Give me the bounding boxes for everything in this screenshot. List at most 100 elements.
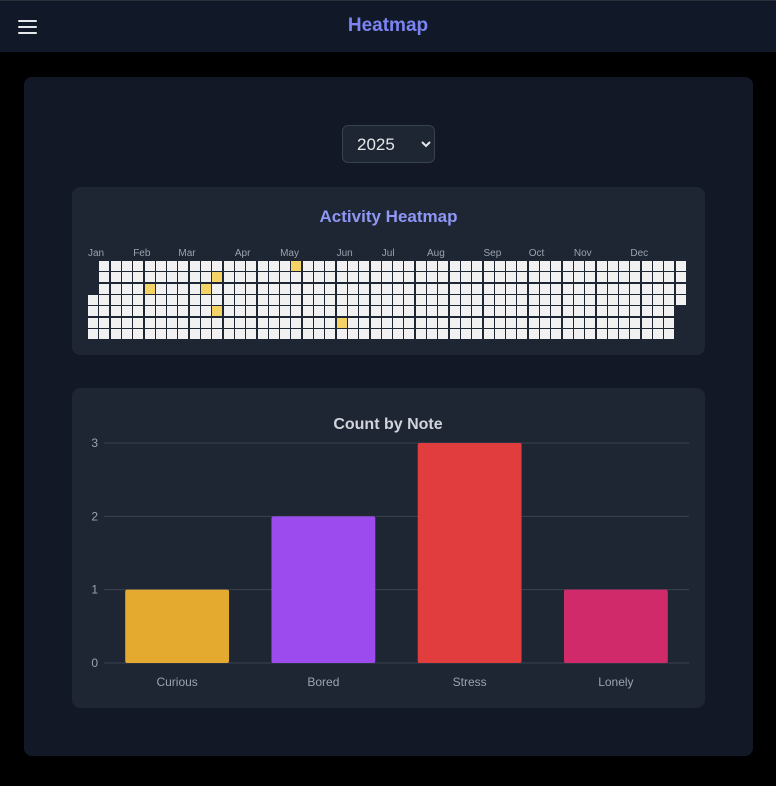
heatmap-cell[interactable] — [189, 272, 200, 283]
heatmap-cell[interactable] — [427, 294, 437, 305]
heatmap-cell[interactable] — [212, 294, 223, 305]
heatmap-cell[interactable] — [528, 283, 539, 294]
heatmap-cell[interactable] — [619, 306, 630, 317]
heatmap-cell[interactable] — [201, 294, 211, 305]
heatmap-cell[interactable] — [517, 328, 528, 339]
heatmap-cell[interactable] — [404, 294, 415, 305]
heatmap-cell[interactable] — [223, 306, 234, 317]
heatmap-cell[interactable] — [189, 294, 200, 305]
heatmap-cell[interactable] — [596, 261, 607, 271]
heatmap-cell[interactable] — [483, 306, 494, 317]
heatmap-cell[interactable] — [257, 317, 268, 328]
heatmap-cell[interactable] — [427, 328, 437, 339]
heatmap-cell[interactable] — [619, 317, 630, 328]
heatmap-cell[interactable] — [596, 283, 607, 294]
heatmap-cell[interactable] — [189, 261, 200, 271]
heatmap-cell[interactable] — [460, 261, 471, 271]
heatmap-cell-active[interactable] — [291, 261, 302, 271]
heatmap-cell[interactable] — [133, 272, 144, 283]
heatmap-cell[interactable] — [585, 283, 596, 294]
heatmap-cell[interactable] — [167, 306, 178, 317]
heatmap-cell-active[interactable] — [336, 317, 347, 328]
heatmap-cell[interactable] — [234, 272, 245, 283]
heatmap-cell[interactable] — [370, 306, 381, 317]
heatmap-cell[interactable] — [325, 306, 336, 317]
heatmap-cell[interactable] — [280, 328, 291, 339]
heatmap-cell[interactable] — [381, 294, 392, 305]
heatmap-cell[interactable] — [596, 272, 607, 283]
heatmap-cell[interactable] — [121, 328, 132, 339]
heatmap-cell[interactable] — [291, 294, 302, 305]
heatmap-cell[interactable] — [449, 328, 460, 339]
heatmap-cell[interactable] — [178, 272, 189, 283]
heatmap-cell[interactable] — [404, 317, 415, 328]
heatmap-cell[interactable] — [438, 294, 449, 305]
heatmap-cell[interactable] — [517, 283, 528, 294]
heatmap-cell[interactable] — [88, 328, 98, 339]
heatmap-cell[interactable] — [449, 283, 460, 294]
heatmap-cell[interactable] — [167, 294, 178, 305]
heatmap-cell[interactable] — [110, 317, 121, 328]
heatmap-cell[interactable] — [99, 261, 110, 271]
heatmap-cell[interactable] — [99, 306, 110, 317]
heatmap-cell[interactable] — [325, 272, 336, 283]
heatmap-cell[interactable] — [653, 272, 663, 283]
heatmap-cell[interactable] — [280, 272, 291, 283]
heatmap-cell[interactable] — [528, 306, 539, 317]
heatmap-cell[interactable] — [381, 306, 392, 317]
heatmap-cell[interactable] — [223, 328, 234, 339]
heatmap-cell[interactable] — [393, 261, 404, 271]
heatmap-cell[interactable] — [438, 283, 449, 294]
heatmap-cell[interactable] — [325, 328, 336, 339]
heatmap-cell[interactable] — [336, 328, 347, 339]
heatmap-cell[interactable] — [212, 328, 223, 339]
heatmap-cell[interactable] — [596, 317, 607, 328]
heatmap-cell[interactable] — [664, 294, 675, 305]
heatmap-cell[interactable] — [607, 261, 618, 271]
heatmap-cell[interactable] — [178, 328, 189, 339]
heatmap-cell[interactable] — [607, 283, 618, 294]
heatmap-cell[interactable] — [268, 283, 279, 294]
heatmap-cell[interactable] — [596, 306, 607, 317]
heatmap-cell[interactable] — [630, 328, 641, 339]
heatmap-cell[interactable] — [393, 306, 404, 317]
heatmap-cell[interactable] — [664, 306, 675, 317]
heatmap-cell[interactable] — [528, 261, 539, 271]
heatmap-cell[interactable] — [494, 261, 505, 271]
heatmap-cell[interactable] — [144, 261, 155, 271]
heatmap-cell[interactable] — [460, 283, 471, 294]
heatmap-cell[interactable] — [314, 283, 324, 294]
heatmap-cell[interactable] — [302, 294, 313, 305]
heatmap-cell[interactable] — [189, 317, 200, 328]
heatmap-cell[interactable] — [585, 317, 596, 328]
heatmap-cell[interactable] — [234, 283, 245, 294]
heatmap-cell[interactable] — [415, 317, 426, 328]
heatmap-cell[interactable] — [404, 283, 415, 294]
heatmap-cell[interactable] — [415, 283, 426, 294]
heatmap-cell[interactable] — [551, 283, 562, 294]
heatmap-cell[interactable] — [494, 283, 505, 294]
heatmap-cell[interactable] — [155, 317, 166, 328]
heatmap-cell[interactable] — [528, 294, 539, 305]
heatmap-cell[interactable] — [155, 261, 166, 271]
heatmap-cell[interactable] — [449, 272, 460, 283]
heatmap-cell[interactable] — [653, 294, 663, 305]
heatmap-cell[interactable] — [155, 328, 166, 339]
heatmap-cell[interactable] — [359, 294, 370, 305]
heatmap-cell[interactable] — [257, 283, 268, 294]
heatmap-cell[interactable] — [280, 294, 291, 305]
heatmap-cell[interactable] — [427, 261, 437, 271]
heatmap-cell[interactable] — [506, 294, 517, 305]
heatmap-cell[interactable] — [393, 317, 404, 328]
heatmap-cell[interactable] — [133, 317, 144, 328]
heatmap-cell[interactable] — [223, 294, 234, 305]
heatmap-cell[interactable] — [641, 261, 652, 271]
heatmap-cell[interactable] — [528, 272, 539, 283]
heatmap-cell[interactable] — [472, 306, 483, 317]
heatmap-cell[interactable] — [167, 317, 178, 328]
heatmap-cell[interactable] — [246, 317, 257, 328]
heatmap-cell[interactable] — [99, 328, 110, 339]
heatmap-cell[interactable] — [630, 306, 641, 317]
heatmap-cell[interactable] — [517, 272, 528, 283]
heatmap-cell[interactable] — [291, 328, 302, 339]
